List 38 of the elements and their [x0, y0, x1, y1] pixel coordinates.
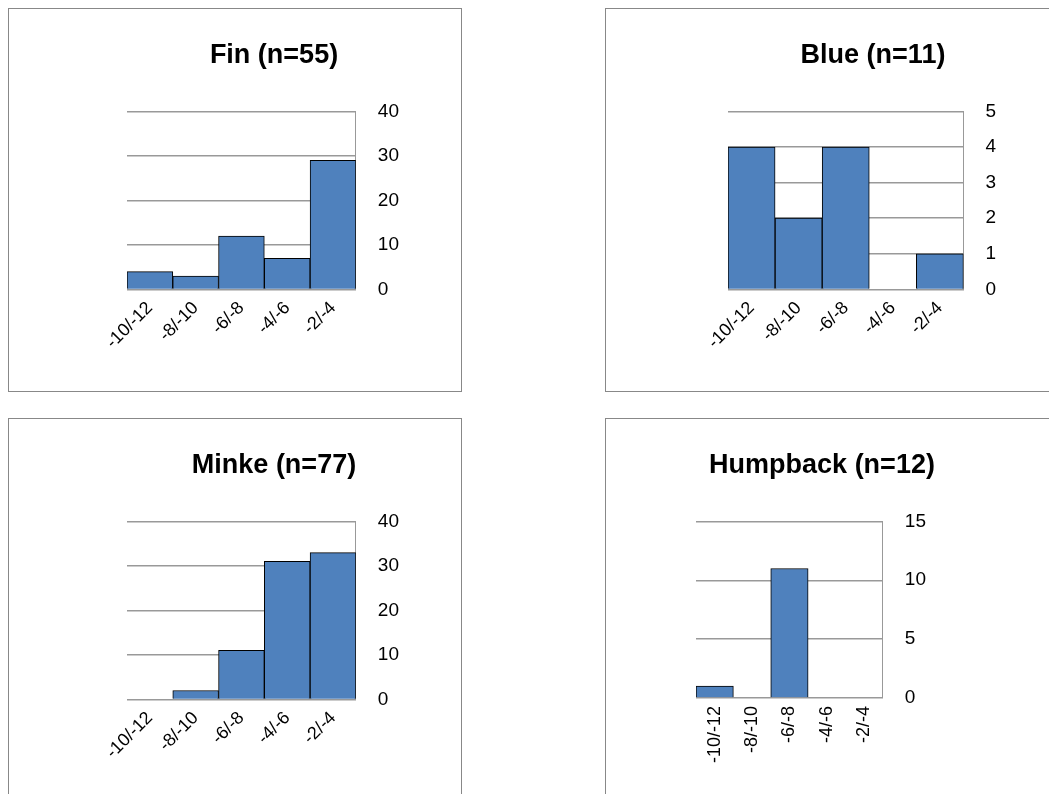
x-tick-label: -6/-8	[207, 297, 248, 338]
y-tick-label: 4	[985, 135, 997, 157]
y-tick-label: 20	[377, 188, 400, 210]
y-tick-label: 0	[377, 277, 389, 299]
x-tick-label: -2/-4	[905, 297, 947, 338]
x-tick-label: -4/-6	[253, 297, 294, 338]
x-tick-label: -6/-8	[207, 707, 248, 748]
y-tick-label: 0	[985, 277, 997, 299]
chart-title: Fin (n=55)	[209, 38, 339, 69]
y-tick-label: 30	[377, 554, 400, 576]
y-tick-label: 15	[904, 509, 927, 531]
y-tick-label: 10	[377, 233, 400, 255]
y-tick-label: 10	[904, 568, 927, 590]
chart-title: Blue (n=11)	[800, 38, 946, 69]
x-tick-label: -4/-6	[253, 707, 294, 748]
y-tick-label: 0	[904, 686, 916, 708]
y-tick-label: 3	[985, 170, 997, 192]
y-tick-label: 40	[377, 99, 400, 121]
x-tick-label: -10/-12	[703, 705, 724, 764]
x-tick-label: -8/-10	[741, 705, 762, 753]
y-tick-label: 5	[985, 99, 997, 121]
x-tick-label: -2/-4	[299, 707, 340, 748]
chart-title: Humpback (n=12)	[709, 448, 935, 479]
y-tick-label: 1	[985, 242, 997, 264]
y-tick-label: 40	[377, 509, 400, 531]
x-tick-label: -2/-4	[853, 705, 874, 743]
y-tick-label: 2	[985, 206, 997, 228]
y-tick-label: 5	[904, 627, 916, 649]
x-tick-label: -4/-6	[858, 297, 900, 338]
x-tick-label: -6/-8	[778, 705, 799, 743]
chart-title: Minke (n=77)	[191, 448, 357, 479]
y-tick-label: 0	[377, 687, 389, 709]
x-tick-label: -6/-8	[811, 297, 853, 338]
y-tick-label: 10	[377, 643, 400, 665]
x-tick-label: -2/-4	[299, 297, 340, 338]
x-tick-label: -4/-6	[815, 705, 836, 743]
y-tick-label: 30	[377, 144, 400, 166]
y-tick-label: 20	[377, 598, 400, 620]
